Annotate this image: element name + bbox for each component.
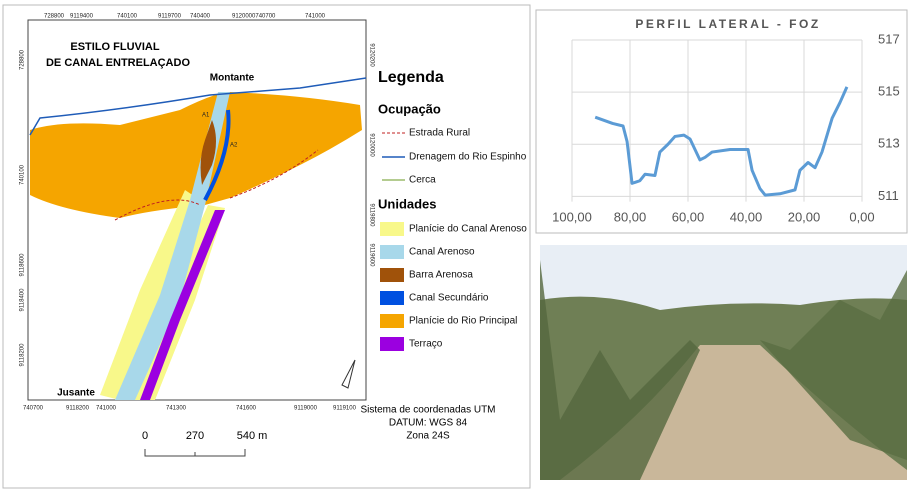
grass-right [760, 270, 907, 460]
scale-bar [144, 449, 246, 457]
legend-item: Terraço [409, 339, 443, 350]
legend-swatch [380, 268, 404, 282]
coords: 728800 9119400 740100 9119700 740400 912… [20, 14, 375, 412]
y-tick-label: 517 [878, 31, 900, 46]
y-tick-label: 513 [878, 136, 900, 151]
legend-section: Ocupação [378, 101, 441, 116]
grass-left [540, 260, 700, 480]
x-tick-label: 40,00 [730, 209, 763, 224]
legend-item: Canal Secundário [409, 293, 489, 304]
upstream-label: Montante [210, 73, 255, 84]
sandy-bar [200, 120, 216, 185]
chart-title: PERFIL LATERAL - FOZ [635, 17, 820, 31]
y-tick-label: 515 [878, 84, 900, 99]
legend-title: Legenda [378, 69, 444, 86]
rural-road [114, 149, 319, 221]
north-arrow [341, 359, 356, 389]
coord: 741000 [96, 406, 117, 412]
legend-swatch [380, 291, 404, 305]
main-plain [30, 92, 362, 218]
coord: 9118400 [20, 288, 26, 312]
scale-label: 540 m [237, 430, 268, 442]
coord: 740100 [20, 164, 26, 185]
x-tick-label: 60,00 [672, 209, 705, 224]
legend-item: Planície do Canal Arenoso [409, 224, 527, 235]
legend-item: Drenagem do Rio Espinho [409, 152, 527, 163]
legend-item: Estrada Rural [409, 128, 470, 139]
coord: 9118200 [66, 406, 90, 412]
x-tick-label: 100,00 [552, 209, 592, 224]
chart-panel [535, 9, 908, 234]
coord: 9119600 [368, 244, 374, 268]
legend-item: Canal Arenoso [409, 247, 475, 258]
coord: 9120000740700 [232, 14, 276, 20]
map-title: ESTILO FLUVIAL [70, 41, 160, 53]
coord: 740700 [23, 406, 44, 412]
coord: 741000 [305, 14, 326, 20]
profile-line [594, 86, 849, 197]
secondary-channel [203, 109, 231, 201]
legend-swatch [380, 245, 404, 259]
bar-label: A1 [202, 113, 210, 119]
x-tick-label: 20,00 [788, 209, 821, 224]
legend-section: Unidades [378, 196, 437, 211]
legend-item: Barra Arenosa [409, 270, 473, 281]
bar-label: A2 [230, 143, 238, 149]
scale-label: 270 [186, 430, 204, 442]
terrace [140, 210, 225, 400]
crs-text: DATUM: WGS 84 [389, 418, 468, 429]
coord: 741600 [236, 406, 257, 412]
map-title: DE CANAL ENTRELAÇADO [46, 57, 190, 69]
legend-item: Cerca [409, 175, 436, 186]
coord: 740400 [190, 14, 211, 20]
x-tick-label: 0,00 [849, 209, 874, 224]
legend-swatch [380, 222, 404, 236]
sand-plain-2 [100, 190, 200, 400]
crs-text: Zona 24S [406, 431, 450, 442]
coord: 9119100 [333, 406, 357, 412]
legend-item: Planície do Rio Principal [409, 316, 517, 327]
x-tick-label: 80,00 [614, 209, 647, 224]
coord: 728800 [20, 49, 26, 70]
coord: 741300 [166, 406, 187, 412]
scale-label: 0 [142, 430, 148, 442]
coord: 9118600 [20, 253, 26, 277]
coord: 9119800 [368, 204, 374, 228]
y-tick-label: 511 [878, 188, 899, 203]
legend-swatch [380, 337, 404, 351]
coord: 9118200 [20, 343, 26, 367]
coord: 728800 [44, 14, 65, 20]
downstream-label: Jusante [57, 388, 95, 399]
coord: 9119400 [70, 14, 94, 20]
coord: 9119700 [158, 14, 182, 20]
photo [540, 245, 907, 480]
coord: 9120000 [368, 133, 374, 157]
legend-swatch [380, 314, 404, 328]
plot: 511 513 515 517 100,00 80,00 60,00 40,00 20,00 0,… [552, 31, 900, 224]
coord: 9120200 [368, 43, 374, 67]
drainage [29, 77, 367, 136]
coord: 740100 [117, 14, 138, 20]
crs-text: Sistema de coordenadas UTM [360, 405, 495, 416]
coord: 9119000 [294, 406, 318, 412]
